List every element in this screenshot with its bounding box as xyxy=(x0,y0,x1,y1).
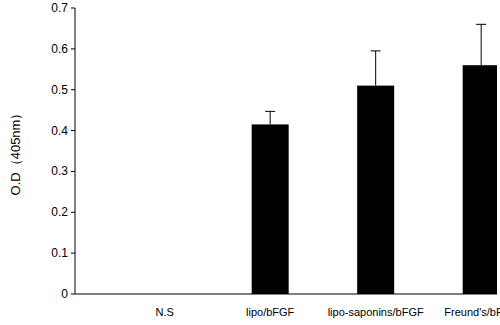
error-stem xyxy=(375,51,376,86)
error-bar xyxy=(371,51,381,86)
error-cap xyxy=(265,111,275,112)
y-tick-label: 0.4 xyxy=(51,124,68,138)
error-cap xyxy=(476,24,486,25)
x-axis xyxy=(75,294,497,295)
x-tick-label: Freund's/bFGF xyxy=(444,306,500,318)
bar xyxy=(357,86,394,294)
x-tick-label: lipo-saponins/bFGF xyxy=(328,306,424,318)
y-tick xyxy=(71,8,75,9)
chart: 0 0.1 0.2 0.3 0.4 0.5 0.6 0.7 N.S lipo/bFGF lipo-s… xyxy=(0,0,500,325)
bars xyxy=(252,24,497,294)
error-stem xyxy=(270,111,271,124)
y-tick xyxy=(71,48,75,49)
error-stem xyxy=(481,24,482,65)
error-cap xyxy=(371,50,381,51)
y-tick-label: 0.7 xyxy=(51,1,68,15)
bar xyxy=(463,65,497,294)
y-tick-label: 0.1 xyxy=(51,246,68,260)
y-tick xyxy=(71,171,75,172)
y-tick-label: 0.6 xyxy=(51,42,68,56)
x-tick-label: N.S xyxy=(156,306,174,318)
y-tick xyxy=(71,130,75,131)
error-bar xyxy=(476,24,486,65)
y-tick xyxy=(71,294,75,295)
y-tick xyxy=(71,253,75,254)
y-tick-label: 0.5 xyxy=(51,83,68,97)
y-tick xyxy=(71,212,75,213)
y-tick-label: 0.2 xyxy=(51,205,68,219)
y-tick-label: 0.3 xyxy=(51,164,68,178)
y-tick-label: 0 xyxy=(61,287,68,301)
y-axis xyxy=(75,8,76,294)
y-axis-label: O.D（405nm） xyxy=(8,107,23,196)
y-tick xyxy=(71,89,75,90)
x-tick-label: lipo/bFGF xyxy=(246,306,295,318)
bar xyxy=(252,124,289,294)
error-bar xyxy=(265,111,275,124)
